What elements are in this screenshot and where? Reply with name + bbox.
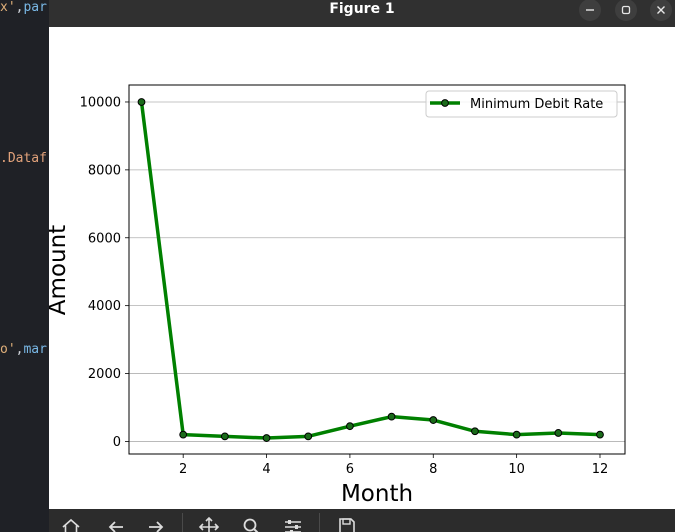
configure-subplots-button[interactable] (281, 515, 305, 532)
configure-subplots-icon (285, 520, 301, 532)
data-point (220, 432, 229, 441)
code-token: , (15, 0, 24, 15)
zoom-icon (243, 518, 259, 532)
legend: Minimum Debit Rate (425, 90, 618, 118)
y-tick-label: 2000 (88, 367, 121, 382)
code-token: .Dataf (0, 151, 47, 166)
data-point (137, 98, 146, 106)
code-line: .Dataf (0, 151, 47, 166)
code-token: par (23, 0, 47, 15)
x-tick-label: 12 (592, 462, 609, 477)
code-token: mar (23, 342, 47, 357)
save-button[interactable] (335, 515, 359, 532)
legend-box (425, 90, 618, 118)
series-layer (137, 98, 604, 442)
back-button[interactable] (104, 515, 128, 532)
code-token: x' (0, 0, 16, 15)
pan-button[interactable] (197, 515, 221, 532)
data-point (262, 434, 271, 442)
data-point (346, 422, 354, 431)
forward-button[interactable] (144, 515, 168, 532)
y-tick-label: 10000 (80, 95, 121, 110)
home-button[interactable] (59, 515, 83, 532)
back-icon (108, 521, 123, 532)
close-button[interactable] (650, 0, 672, 21)
y-tick-label: 6000 (88, 231, 121, 246)
data-point (304, 432, 313, 441)
maximize-icon (621, 5, 631, 15)
home-icon (62, 518, 80, 532)
x-tick-label: 6 (346, 462, 354, 477)
background-code-editor: x',par .Dataf o',mar (0, 0, 49, 532)
tick-layer: 0 2000 4000 6000 8000 10000 2 4 6 8 10 12 (80, 95, 609, 477)
x-tick-label: 8 (429, 462, 437, 477)
minimize-icon (586, 9, 594, 11)
toolbar-separator (319, 513, 320, 532)
code-line: x',par (0, 0, 47, 15)
series-line (139, 101, 601, 440)
data-point (512, 430, 521, 439)
pan-icon (198, 516, 220, 532)
y-tick-label: 0 (113, 435, 121, 450)
line-chart: 0 2000 4000 6000 8000 10000 2 4 6 8 10 12 Month Amo… (45, 84, 626, 507)
y-tick-label: 8000 (88, 163, 121, 178)
code-token: o' (0, 342, 16, 357)
save-icon (339, 518, 355, 532)
grid-lines (129, 101, 625, 442)
forward-icon (149, 521, 164, 532)
figure-toolbar (49, 509, 675, 532)
x-axis-label: Month (341, 481, 413, 507)
maximize-button[interactable] (615, 0, 637, 21)
data-point (554, 429, 563, 437)
data-point (596, 430, 604, 439)
x-tick-label: 4 (262, 462, 270, 477)
code-line: o',mar (0, 342, 47, 357)
data-point (471, 427, 479, 436)
zoom-button[interactable] (239, 515, 263, 532)
y-axis-label: Amount (49, 225, 71, 315)
window-title: Figure 1 (329, 1, 395, 17)
close-icon (657, 6, 665, 14)
axes-frame (128, 84, 626, 455)
y-tick-label: 4000 (88, 299, 121, 314)
x-tick-label: 10 (508, 462, 525, 477)
data-point (179, 430, 188, 439)
code-token: , (15, 342, 24, 357)
x-tick-label: 2 (179, 462, 187, 477)
window-titlebar[interactable]: Figure 1 (49, 0, 675, 27)
legend-marker-swatch (441, 99, 449, 107)
figure-window: Figure 1 0 2000 4000 6000 8000 10000 2 4 6 8 10 12 … (45, 0, 675, 532)
figure-canvas[interactable]: 0 2000 4000 6000 8000 10000 2 4 6 8 10 12 Month Amo… (45, 27, 675, 509)
legend-label: Minimum Debit Rate (470, 97, 603, 112)
data-point (387, 412, 396, 421)
data-point (429, 416, 438, 424)
minimize-button[interactable] (579, 0, 601, 21)
toolbar-separator (182, 513, 183, 532)
